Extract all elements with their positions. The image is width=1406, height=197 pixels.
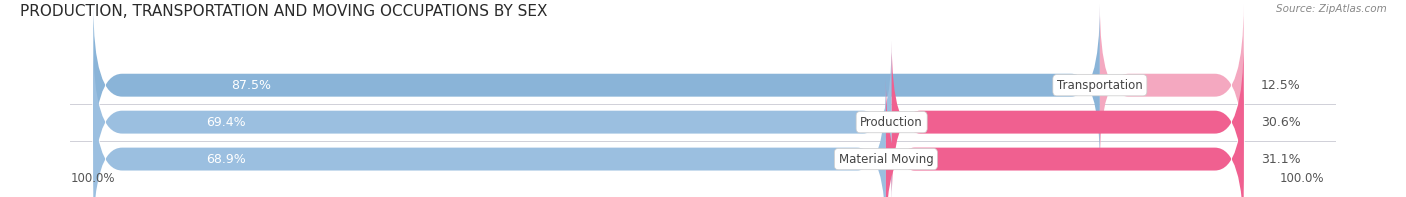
Text: 100.0%: 100.0% (1279, 172, 1324, 185)
FancyBboxPatch shape (93, 4, 1244, 166)
FancyBboxPatch shape (93, 78, 1244, 197)
FancyBboxPatch shape (93, 4, 1099, 166)
Text: 68.9%: 68.9% (205, 153, 246, 165)
Text: 69.4%: 69.4% (207, 116, 246, 129)
FancyBboxPatch shape (93, 78, 886, 197)
FancyBboxPatch shape (891, 41, 1244, 197)
Text: Source: ZipAtlas.com: Source: ZipAtlas.com (1275, 4, 1386, 14)
FancyBboxPatch shape (93, 41, 891, 197)
Text: 30.6%: 30.6% (1261, 116, 1301, 129)
Text: Transportation: Transportation (1057, 79, 1143, 92)
Text: Production: Production (860, 116, 922, 129)
Text: 100.0%: 100.0% (70, 172, 115, 185)
FancyBboxPatch shape (886, 78, 1244, 197)
Text: 12.5%: 12.5% (1261, 79, 1301, 92)
FancyBboxPatch shape (93, 41, 1244, 197)
Text: Material Moving: Material Moving (838, 153, 934, 165)
Text: 31.1%: 31.1% (1261, 153, 1301, 165)
Text: PRODUCTION, TRANSPORTATION AND MOVING OCCUPATIONS BY SEX: PRODUCTION, TRANSPORTATION AND MOVING OC… (20, 4, 547, 19)
FancyBboxPatch shape (1099, 4, 1244, 166)
Text: 87.5%: 87.5% (232, 79, 271, 92)
